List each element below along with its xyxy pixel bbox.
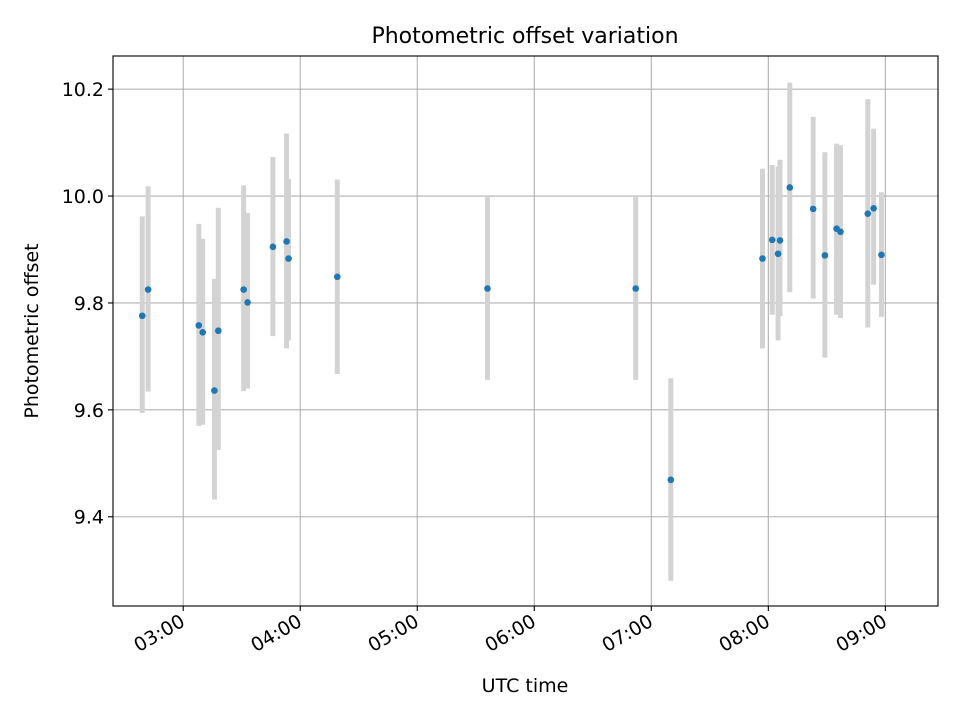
data-point	[810, 206, 817, 213]
data-point	[283, 238, 290, 245]
y-tick-label: 9.8	[74, 293, 104, 315]
data-point	[769, 237, 776, 244]
y-tick-label: 10.0	[62, 186, 104, 208]
data-point	[786, 184, 793, 191]
data-point	[870, 205, 877, 212]
chart-title: Photometric offset variation	[371, 24, 678, 49]
data-point	[244, 299, 251, 306]
data-point	[285, 255, 292, 262]
data-point	[777, 237, 784, 244]
data-point	[215, 327, 222, 334]
data-point	[822, 252, 829, 259]
data-point	[334, 273, 341, 280]
data-point	[199, 329, 206, 336]
data-point	[484, 285, 491, 292]
data-point	[240, 286, 247, 293]
data-point	[878, 252, 885, 259]
data-point	[139, 312, 146, 319]
data-point	[759, 255, 766, 262]
y-tick-label: 9.6	[74, 400, 104, 422]
x-axis-label: UTC time	[482, 675, 569, 697]
data-point	[270, 244, 277, 251]
data-point	[211, 387, 218, 394]
y-axis-label: Photometric offset	[21, 243, 43, 418]
data-point	[837, 229, 844, 236]
data-point	[775, 250, 782, 257]
data-point	[145, 286, 152, 293]
y-tick-label: 9.4	[74, 507, 104, 529]
data-point	[864, 210, 871, 217]
data-point	[196, 322, 203, 329]
data-point	[668, 477, 675, 484]
data-point	[632, 285, 639, 292]
y-tick-label: 10.2	[62, 79, 104, 101]
